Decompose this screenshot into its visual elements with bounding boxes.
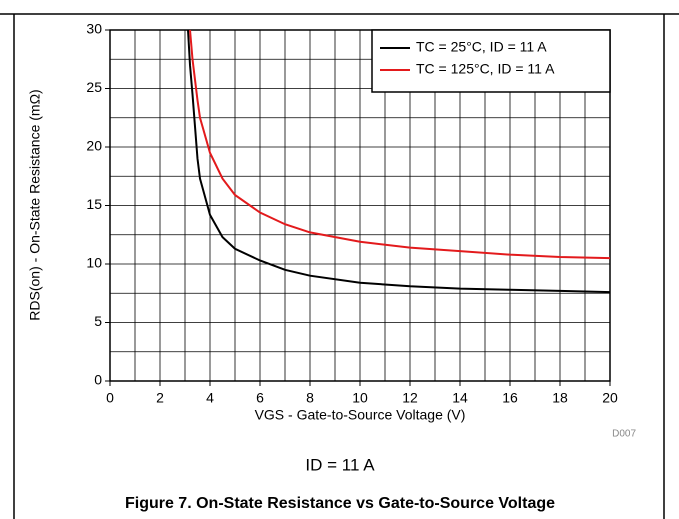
y-tick-label: 30: [86, 21, 102, 37]
x-tick-label: 2: [156, 390, 164, 406]
x-tick-label: 16: [502, 390, 518, 406]
y-tick-label: 25: [86, 79, 102, 95]
y-tick-label: 10: [86, 255, 102, 271]
y-tick-label: 5: [94, 313, 102, 329]
x-tick-label: 0: [106, 390, 114, 406]
y-axis-label: RDS(on) - On-State Resistance (mΩ): [27, 89, 43, 320]
x-tick-label: 8: [306, 390, 314, 406]
legend-label: TC = 125°C, ID = 11 A: [416, 61, 555, 77]
x-tick-label: 6: [256, 390, 264, 406]
legend-label: TC = 25°C, ID = 11 A: [416, 39, 547, 55]
plot-border: [109, 29, 611, 382]
condition: ID = 11 A: [305, 455, 375, 474]
x-tick-label: 18: [552, 390, 568, 406]
x-axis-label: VGS - Gate-to-Source Voltage (V): [255, 407, 466, 423]
x-tick-label: 4: [206, 390, 214, 406]
caption: Figure 7. On-State Resistance vs Gate-to…: [125, 495, 555, 512]
x-tick-label: 20: [602, 390, 618, 406]
y-tick-label: 20: [86, 138, 102, 154]
series-line: [187, 29, 611, 294]
legend-box: [371, 29, 611, 93]
y-tick-label: 0: [94, 372, 102, 388]
x-tick-label: 14: [452, 390, 468, 406]
series-line: [189, 29, 611, 260]
y-tick-label: 15: [86, 196, 102, 212]
figure-code: D007: [612, 429, 636, 440]
x-tick-label: 10: [352, 390, 368, 406]
x-tick-label: 12: [402, 390, 418, 406]
